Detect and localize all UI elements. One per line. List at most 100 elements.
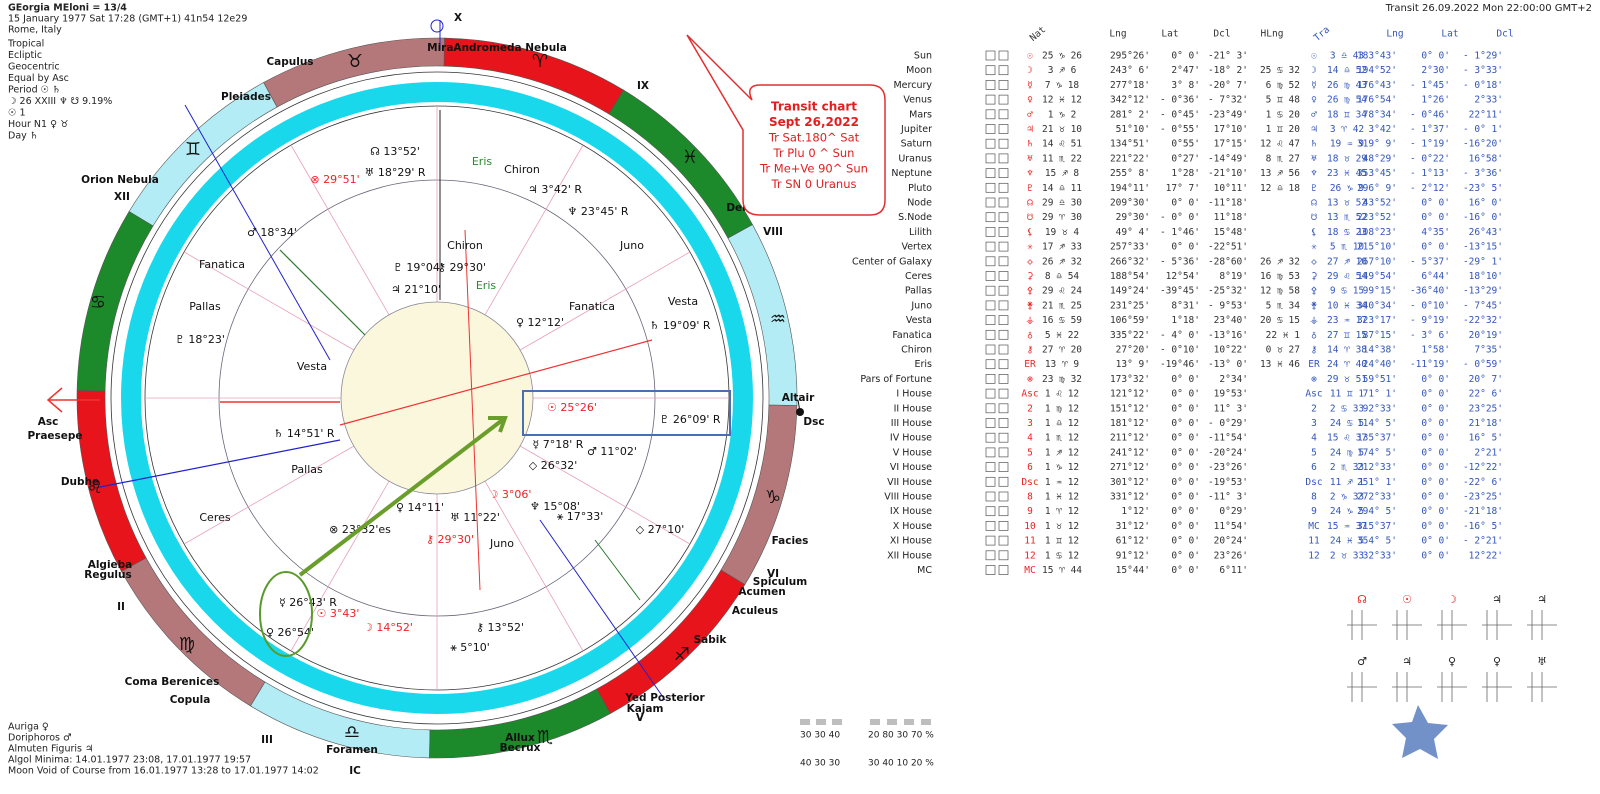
table-cell: 11 ♏ 22	[1042, 153, 1082, 164]
table-cell: 10°22'	[1214, 345, 1248, 356]
table-cell: 22° 6'	[1469, 389, 1503, 400]
wheel-label: ♀ 12°12'	[516, 316, 564, 329]
table-cell: 10	[1024, 521, 1036, 532]
table-cell: 0° 0'	[1421, 536, 1450, 547]
table-cell: 0 ♉ 27	[1266, 345, 1300, 356]
table-cell: VIII House	[884, 492, 932, 503]
wheel-label: ♆ 15°08'	[530, 500, 580, 513]
wheel-label: Eris	[476, 279, 497, 292]
table-cell: 13° 9'	[1116, 359, 1150, 370]
row-box	[998, 241, 1009, 252]
table-cell: 1°12'	[1121, 506, 1150, 517]
table-cell: 251° 1'	[1357, 477, 1397, 488]
table-cell: 7 ♑ 18	[1045, 80, 1080, 91]
table-cell: 11 ♐ 1	[1330, 477, 1365, 488]
table-cell: 5 ♓ 22	[1045, 330, 1079, 341]
table-cell: III House	[891, 418, 932, 429]
cyan-ring	[121, 82, 753, 714]
table-cell: ER	[1024, 359, 1036, 370]
row-box	[985, 256, 996, 267]
table-cell: - 0°10'	[1410, 300, 1450, 311]
table-cell: 1°26'	[1421, 95, 1450, 106]
house-cusp	[484, 480, 584, 652]
aspect-glyph: ♅	[1537, 655, 1547, 668]
table-cell: Neptune	[891, 168, 932, 179]
table-cell: 26 ♐ 32	[1042, 256, 1082, 267]
table-cell: 18 ♋ 23	[1327, 227, 1367, 238]
callout-text: Sept 26,2022	[769, 115, 859, 129]
table-cell: 215°10'	[1357, 242, 1397, 253]
table-cell: 340°34'	[1357, 300, 1397, 311]
table-cell: 353°45'	[1357, 168, 1397, 179]
wheel-label: ♀ 14°11'	[396, 501, 444, 514]
aspect-line	[279, 249, 366, 336]
table-cell: 174° 5'	[1357, 447, 1397, 458]
table-cell: Moon	[906, 65, 932, 76]
table-cell: - 4° 0'	[1160, 330, 1200, 341]
table-cell: -39°45'	[1160, 286, 1200, 297]
table-cell: 0° 0'	[1171, 492, 1200, 503]
wheel-label: Pallas	[291, 463, 323, 476]
table-cell: 11°54'	[1214, 521, 1248, 532]
table-cell: 114° 5'	[1357, 418, 1397, 429]
table-cell: ⚷	[1311, 345, 1318, 356]
table-cell: 27°20'	[1116, 345, 1150, 356]
table-cell: 0° 0'	[1421, 550, 1450, 561]
table-cell: ☿	[1027, 80, 1033, 91]
table-cell: -16°20'	[1463, 139, 1503, 150]
wheel-label: ⚷ 29°30'	[438, 261, 486, 274]
table-cell: 16 ♍ 53	[1260, 271, 1300, 282]
table-cell: 8	[1311, 492, 1317, 503]
table-cell: 3	[1027, 418, 1033, 429]
table-cell: 0° 0'	[1421, 492, 1450, 503]
table-cell: 15 ♐ 8	[1045, 168, 1080, 179]
table-cell: Asc	[1021, 389, 1038, 400]
table-cell: 0° 0'	[1171, 418, 1200, 429]
table-cell: ♅	[1027, 153, 1033, 164]
table-cell: 1 ♊ 20	[1266, 124, 1301, 135]
table-cell: 15°48'	[1214, 227, 1248, 238]
row-box	[985, 550, 996, 561]
table-cell: ♂	[1311, 109, 1317, 120]
table-cell: 25 ♋ 32	[1260, 65, 1300, 76]
wheel-label: Coma Berenices	[125, 676, 220, 688]
row-box	[985, 168, 996, 178]
table-cell: 6	[1027, 462, 1033, 473]
row-box	[985, 182, 996, 193]
table-cell: 15°44'	[1116, 565, 1150, 576]
table-cell: 19 ♒ 9	[1330, 139, 1365, 150]
table-cell: 26 ♐ 32	[1260, 256, 1300, 267]
table-cell: 13 ♈ 9	[1045, 359, 1080, 370]
table-cell: - 0°22'	[1410, 153, 1450, 164]
table-cell: 0°27'	[1171, 153, 1200, 164]
aspect-line	[94, 439, 341, 489]
row-box	[998, 256, 1009, 267]
table-cell: 8°19'	[1219, 271, 1248, 282]
row-box	[998, 94, 1009, 105]
table-cell: 5	[1027, 447, 1033, 458]
footer-line: Algol Minima: 14.01.1977 23:08, 17.01.19…	[8, 755, 251, 766]
table-cell: 342°12'	[1110, 95, 1150, 106]
row-box	[985, 285, 996, 296]
column-header: Lat	[1441, 29, 1458, 40]
footer-line: Auriga ♀	[8, 722, 49, 733]
table-cell: MC	[1024, 565, 1035, 576]
table-cell: -13°29'	[1463, 286, 1503, 297]
table-cell: IX House	[890, 506, 932, 517]
table-cell: ☋	[1311, 212, 1317, 223]
table-cell: 0° 0'	[1421, 477, 1450, 488]
table-cell: 281° 2'	[1110, 109, 1150, 120]
table-cell: 10°11'	[1214, 183, 1248, 194]
table-cell: -22° 6'	[1463, 477, 1503, 488]
table-cell: ♇	[1027, 183, 1033, 194]
aspect-cell	[1482, 610, 1512, 640]
table-cell: 11° 3'	[1214, 403, 1248, 414]
table-cell: - 1°45'	[1410, 80, 1450, 91]
wheel-label: ♃ 21°10'	[391, 283, 441, 296]
table-cell: 21°18'	[1469, 418, 1503, 429]
table-cell: 24 ♓ 5	[1330, 536, 1364, 547]
row-box	[998, 403, 1009, 414]
wheel-label: ♐	[674, 644, 690, 665]
table-cell: 29 ♌ 24	[1042, 286, 1082, 297]
wheel-label: Pallas	[189, 300, 221, 313]
